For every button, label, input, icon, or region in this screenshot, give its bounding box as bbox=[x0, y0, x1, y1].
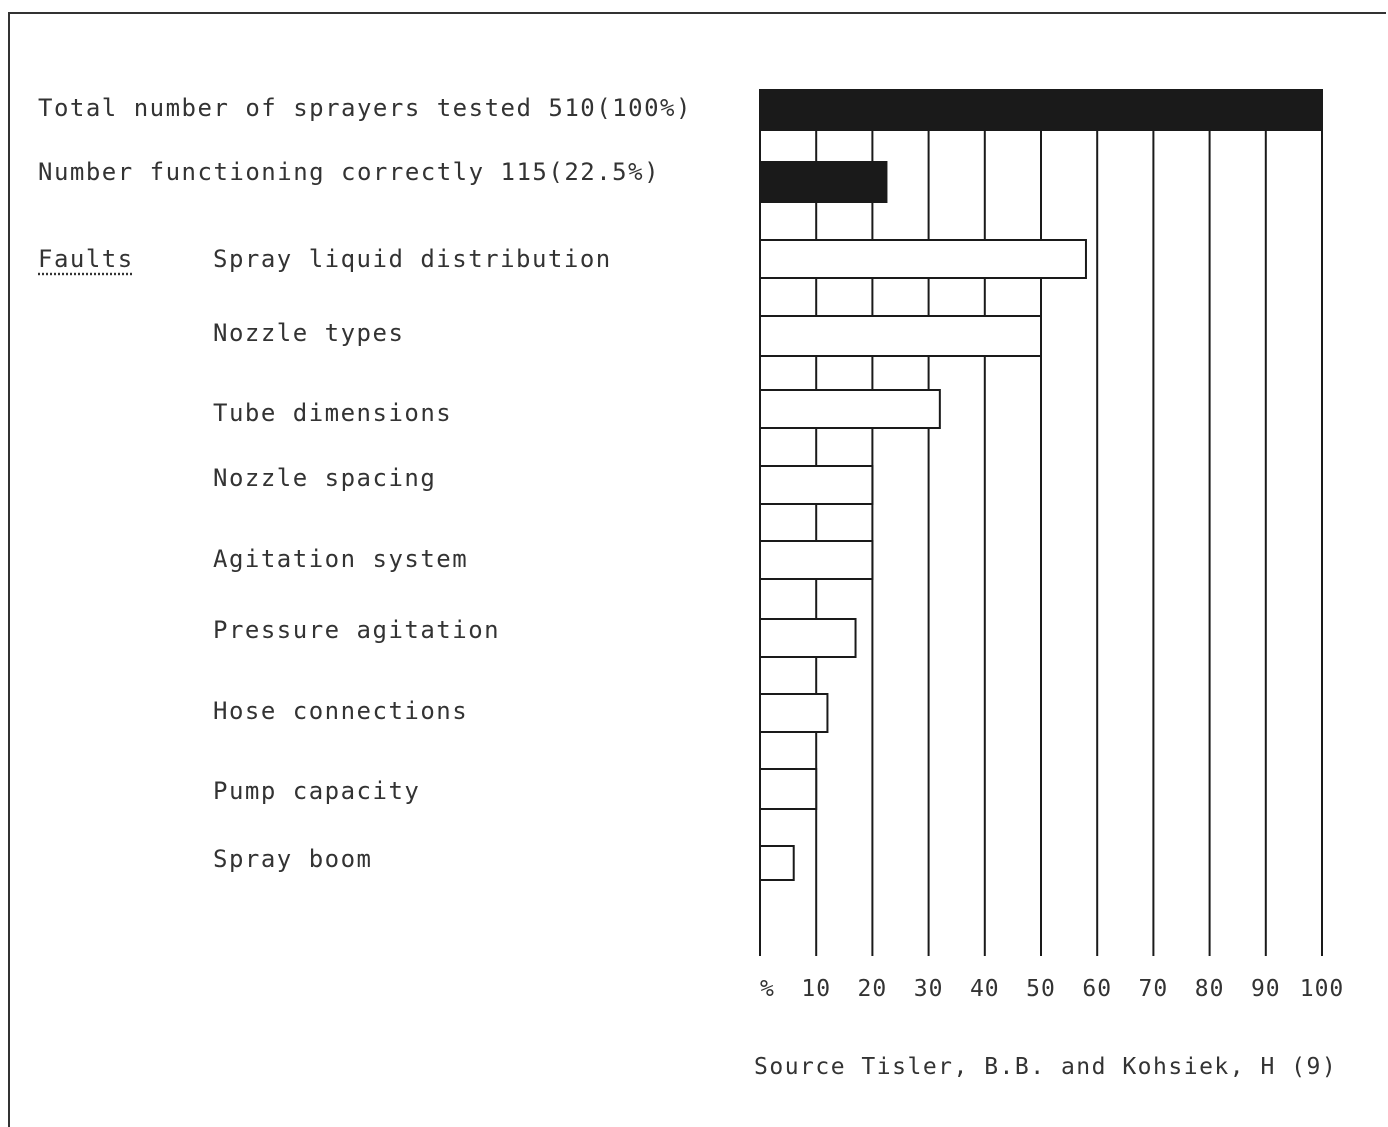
x-tick-label: 10 bbox=[801, 976, 831, 1002]
bar bbox=[759, 161, 888, 203]
total-label: Total number of sprayers tested 510(100%… bbox=[38, 94, 692, 122]
bar bbox=[759, 315, 1042, 357]
x-tick-label: 100 bbox=[1300, 976, 1345, 1002]
x-tick-label: 30 bbox=[914, 976, 944, 1002]
x-tick-label: 60 bbox=[1082, 976, 1112, 1002]
fault-label: Pressure agitation bbox=[213, 616, 501, 644]
bar bbox=[759, 239, 1087, 279]
source-note: Source Tisler, B.B. and Kohsiek, H (9) bbox=[754, 1054, 1338, 1080]
bar bbox=[759, 89, 1323, 131]
x-tick-label: 90 bbox=[1251, 976, 1281, 1002]
x-tick-label: 40 bbox=[970, 976, 1000, 1002]
x-tick-label: 70 bbox=[1139, 976, 1169, 1002]
fault-label: Spray boom bbox=[213, 845, 373, 873]
bar bbox=[759, 845, 795, 881]
fault-label: Agitation system bbox=[213, 545, 469, 573]
figure-frame bbox=[8, 12, 1386, 1127]
correct-label: Number functioning correctly 115(22.5%) bbox=[38, 158, 661, 186]
x-tick-label: 20 bbox=[858, 976, 888, 1002]
bar bbox=[759, 389, 941, 429]
fault-label: Spray liquid distribution bbox=[213, 245, 612, 273]
fault-label: Nozzle types bbox=[213, 319, 405, 347]
x-tick-label: 50 bbox=[1026, 976, 1056, 1002]
fault-label: Pump capacity bbox=[213, 777, 421, 805]
bar bbox=[759, 540, 874, 580]
bar bbox=[759, 465, 874, 505]
bar bbox=[759, 768, 818, 810]
bar bbox=[759, 693, 829, 733]
x-tick-label: 80 bbox=[1195, 976, 1225, 1002]
fault-label: Hose connections bbox=[213, 697, 469, 725]
fault-label: Tube dimensions bbox=[213, 399, 453, 427]
faults-heading: Faults bbox=[38, 245, 134, 273]
bar bbox=[759, 618, 857, 658]
fault-label: Nozzle spacing bbox=[213, 464, 437, 492]
x-tick-label: % bbox=[760, 976, 775, 1002]
